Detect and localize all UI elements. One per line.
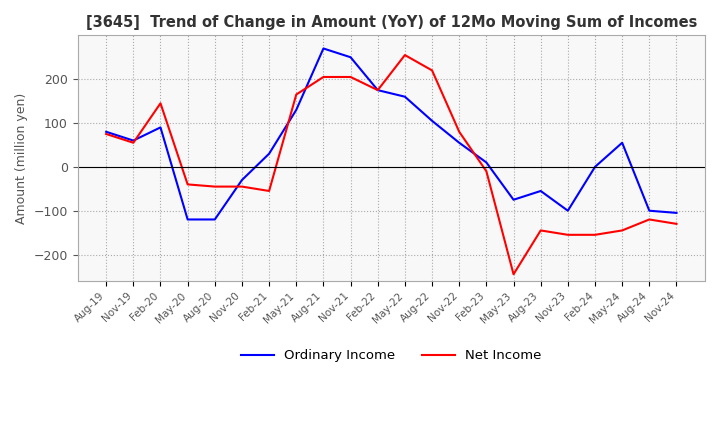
Net Income (536, 228, 545, 233)
Ordinary Income (238, 177, 246, 183)
Ordinary Income (292, 107, 300, 113)
Net Income (374, 88, 382, 93)
Net Income (184, 182, 192, 187)
Ordinary Income (428, 118, 436, 124)
Net Income (129, 140, 138, 145)
Net Income (346, 74, 355, 80)
Title: [3645]  Trend of Change in Amount (YoY) of 12Mo Moving Sum of Incomes: [3645] Trend of Change in Amount (YoY) o… (86, 15, 697, 30)
Net Income (265, 188, 274, 194)
Net Income (482, 169, 491, 174)
Ordinary Income (210, 217, 219, 222)
Ordinary Income (129, 138, 138, 143)
Net Income (428, 68, 436, 73)
Ordinary Income (509, 197, 518, 202)
Line: Net Income: Net Income (106, 55, 677, 274)
Net Income (319, 74, 328, 80)
Ordinary Income (672, 210, 681, 216)
Net Income (590, 232, 599, 238)
Ordinary Income (590, 164, 599, 169)
Y-axis label: Amount (million yen): Amount (million yen) (15, 92, 28, 224)
Ordinary Income (400, 94, 409, 99)
Ordinary Income (156, 125, 165, 130)
Ordinary Income (184, 217, 192, 222)
Net Income (645, 217, 654, 222)
Net Income (210, 184, 219, 189)
Net Income (156, 101, 165, 106)
Ordinary Income (536, 188, 545, 194)
Ordinary Income (374, 88, 382, 93)
Net Income (618, 228, 626, 233)
Net Income (509, 271, 518, 277)
Net Income (238, 184, 246, 189)
Net Income (672, 221, 681, 227)
Line: Ordinary Income: Ordinary Income (106, 48, 677, 220)
Ordinary Income (346, 55, 355, 60)
Ordinary Income (645, 208, 654, 213)
Ordinary Income (102, 129, 110, 135)
Ordinary Income (319, 46, 328, 51)
Net Income (292, 92, 300, 97)
Net Income (102, 131, 110, 136)
Net Income (400, 52, 409, 58)
Ordinary Income (618, 140, 626, 145)
Net Income (564, 232, 572, 238)
Ordinary Income (564, 208, 572, 213)
Ordinary Income (455, 140, 464, 145)
Net Income (455, 129, 464, 135)
Legend: Ordinary Income, Net Income: Ordinary Income, Net Income (235, 344, 547, 367)
Ordinary Income (482, 160, 491, 165)
Ordinary Income (265, 151, 274, 156)
